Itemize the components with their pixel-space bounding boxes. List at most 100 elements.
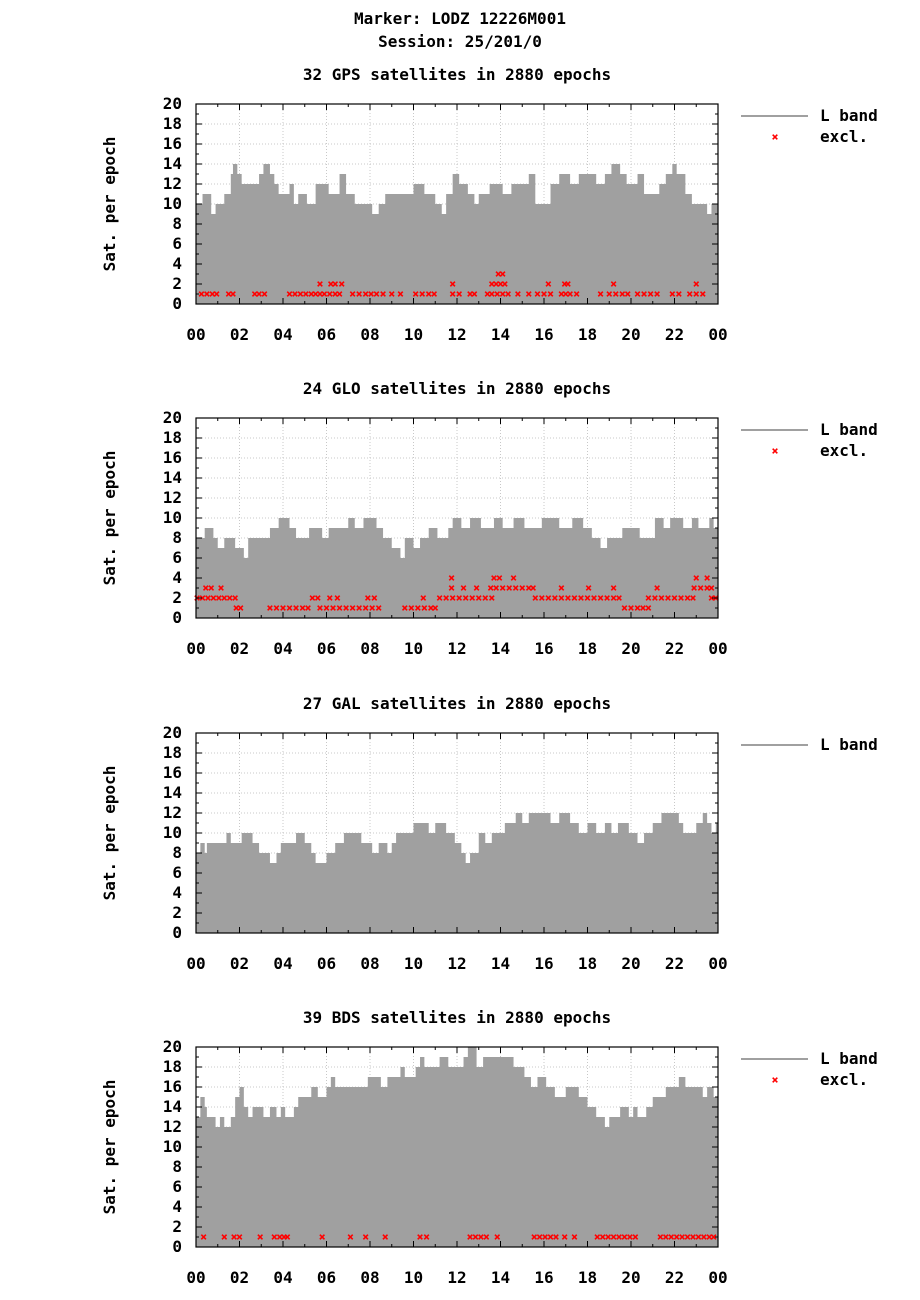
excl-marker: [225, 291, 232, 297]
excl-marker: [610, 595, 617, 601]
chart-panel: 24 GLO satellites in 2880 epochs Sat. per…: [100, 379, 878, 658]
x-tick-label: 10: [404, 325, 423, 344]
y-tick-label: 14: [163, 468, 182, 487]
excl-marker: [343, 605, 349, 611]
excl-marker: [497, 281, 504, 287]
x-tick-label: 08: [360, 1268, 379, 1287]
x-tick-label: 10: [404, 639, 423, 658]
excl-marker: [286, 605, 293, 611]
excl-marker: [501, 281, 508, 287]
excl-marker: [317, 281, 323, 287]
x-tick-label: 16: [534, 1268, 553, 1287]
excl-marker: [612, 291, 619, 297]
y-tick-label: 18: [163, 114, 182, 133]
y-tick-label: 10: [163, 508, 182, 527]
excl-marker: [414, 605, 421, 611]
excl-marker: [704, 575, 710, 581]
excl-marker: [585, 585, 592, 591]
excl-marker: [493, 281, 500, 287]
excl-marker: [597, 291, 604, 297]
excl-marker: [209, 291, 216, 297]
y-tick-label: 2: [172, 903, 182, 922]
y-tick-label: 0: [172, 608, 182, 627]
x-tick-label: 08: [360, 954, 379, 973]
excl-marker: [610, 585, 617, 591]
x-tick-label: 12: [447, 639, 466, 658]
excl-marker: [375, 605, 382, 611]
chart-panel: 32 GPS satellites in 2880 epochs Sat. per…: [100, 65, 878, 344]
excl-marker: [449, 595, 456, 601]
excl-marker: [532, 595, 539, 601]
y-tick-label: 12: [163, 174, 182, 193]
excl-marker: [499, 291, 506, 297]
excl-marker: [221, 1234, 228, 1240]
excl-marker: [558, 595, 565, 601]
excl-marker: [460, 585, 467, 591]
x-tick-label: 18: [578, 954, 597, 973]
y-tick-label: 10: [163, 823, 182, 842]
excl-marker: [658, 595, 665, 601]
chart-title: 39 BDS satellites in 2880 epochs: [303, 1008, 611, 1027]
x-tick-label: 00: [186, 325, 205, 344]
x-tick-label: 22: [665, 639, 684, 658]
x-tick-label: 10: [404, 1268, 423, 1287]
y-tick-label: 20: [163, 1037, 182, 1056]
legend-label: L band: [820, 106, 878, 125]
x-tick-label: 10: [404, 954, 423, 973]
x-tick-label: 00: [186, 639, 205, 658]
excl-marker: [706, 1234, 713, 1240]
excl-marker: [362, 1234, 369, 1240]
chart-title: 24 GLO satellites in 2880 epochs: [303, 379, 611, 398]
excl-marker: [684, 595, 691, 601]
y-tick-label: 20: [163, 723, 182, 742]
excl-marker: [273, 605, 280, 611]
excl-marker: [604, 595, 610, 601]
x-tick-label: 14: [491, 1268, 510, 1287]
excl-marker: [493, 585, 500, 591]
excl-marker: [606, 291, 613, 297]
excl-marker: [299, 605, 306, 611]
excl-marker: [280, 605, 286, 611]
l-band-area: [196, 813, 718, 933]
excl-marker: [221, 595, 228, 601]
excl-marker: [573, 291, 580, 297]
excl-marker: [616, 1234, 622, 1240]
excl-marker: [336, 291, 343, 297]
excl-marker: [330, 605, 336, 611]
excl-marker: [448, 575, 455, 581]
excl-marker: [356, 605, 362, 611]
excl-marker: [251, 291, 258, 297]
excl-marker: [218, 585, 224, 591]
excl-marker: [373, 291, 380, 297]
excl-marker: [534, 291, 541, 297]
excl-marker: [215, 595, 222, 601]
excl-marker: [443, 595, 449, 601]
excl-marker: [382, 1234, 389, 1240]
x-tick-label: 22: [665, 954, 684, 973]
excl-marker: [491, 575, 497, 581]
x-tick-label: 20: [621, 639, 640, 658]
x-tick-label: 12: [447, 325, 466, 344]
excl-marker: [276, 1234, 283, 1240]
excl-marker: [456, 291, 463, 297]
excl-marker: [597, 595, 604, 601]
excl-marker: [679, 1234, 685, 1240]
excl-marker: [362, 291, 369, 297]
excl-marker: [512, 585, 519, 591]
excl-marker: [204, 291, 210, 297]
excl-marker: [665, 595, 671, 601]
excl-marker: [488, 281, 495, 287]
excl-marker: [202, 585, 209, 591]
excl-marker: [199, 595, 206, 601]
excl-marker: [431, 291, 438, 297]
y-tick-label: 16: [163, 134, 182, 153]
x-tick-label: 00: [708, 954, 727, 973]
excl-marker: [662, 1234, 669, 1240]
excl-marker: [210, 595, 217, 601]
y-axis-label: Sat. per epoch: [100, 451, 119, 586]
y-tick-label: 14: [163, 1097, 182, 1116]
excl-marker: [380, 291, 386, 297]
excl-marker: [496, 575, 503, 581]
excl-marker: [567, 291, 573, 297]
